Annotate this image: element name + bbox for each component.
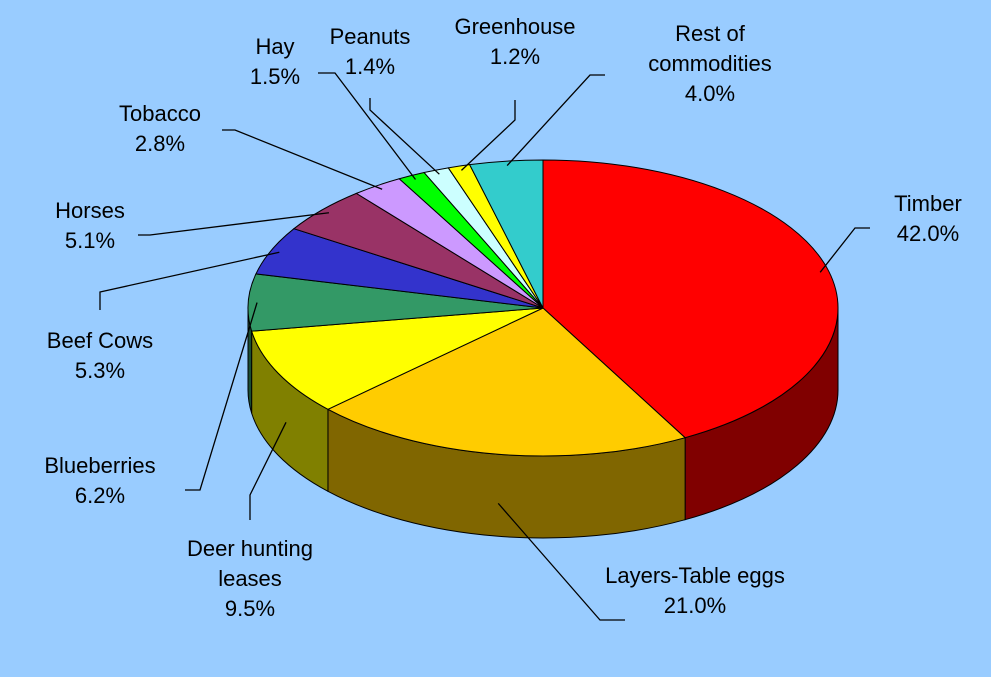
value-label: 42.0% xyxy=(897,221,959,246)
leader-line xyxy=(222,129,383,190)
leader-line xyxy=(506,74,605,167)
leader-line xyxy=(369,98,440,175)
leader-line xyxy=(99,251,280,310)
category-label-line: Layers-Table eggs xyxy=(605,563,785,588)
leader-line xyxy=(318,72,417,180)
category-label: Greenhouse xyxy=(454,14,575,39)
leader-line xyxy=(819,227,870,273)
value-label: 9.5% xyxy=(225,596,275,621)
leader-line xyxy=(460,100,516,171)
leader-line xyxy=(138,212,330,236)
category-label-line: commodities xyxy=(648,51,771,76)
category-label: Deer hunting leases xyxy=(187,536,313,591)
category-label-line: Hay xyxy=(255,34,294,59)
category-label: Tobacco xyxy=(119,101,201,126)
category-label-line: Timber xyxy=(894,191,962,216)
category-label: Rest of commodities xyxy=(648,21,771,76)
value-label: 1.2% xyxy=(490,44,540,69)
value-label: 4.0% xyxy=(685,81,735,106)
slice xyxy=(468,159,544,309)
category-label-line: Horses xyxy=(55,198,125,223)
value-label: 6.2% xyxy=(75,483,125,508)
category-label: Horses xyxy=(55,198,125,223)
category-label-line: Blueberries xyxy=(44,453,155,478)
value-label: 1.5% xyxy=(250,64,300,89)
category-label: Beef Cows xyxy=(47,328,153,353)
slice xyxy=(247,273,544,332)
category-label-line: Rest of xyxy=(675,21,746,46)
value-label: 5.3% xyxy=(75,358,125,383)
value-label: 5.1% xyxy=(65,228,115,253)
category-label-line: Greenhouse xyxy=(454,14,575,39)
slice xyxy=(326,307,687,457)
category-label-line: Peanuts xyxy=(330,24,411,49)
slice xyxy=(250,307,544,410)
category-label-line: Tobacco xyxy=(119,101,201,126)
category-label-line: leases xyxy=(218,566,282,591)
leader-line xyxy=(249,422,287,520)
category-label: Hay xyxy=(255,34,294,59)
category-label: Blueberries xyxy=(44,453,155,478)
value-label: 1.4% xyxy=(345,54,395,79)
value-label: 21.0% xyxy=(664,593,726,618)
category-label-line: Deer hunting xyxy=(187,536,313,561)
slice xyxy=(542,159,839,439)
value-label: 2.8% xyxy=(135,131,185,156)
category-label: Peanuts xyxy=(330,24,411,49)
category-label: Layers-Table eggs xyxy=(605,563,785,588)
category-label-line: Beef Cows xyxy=(47,328,153,353)
leader-line xyxy=(185,302,258,491)
category-label: Timber xyxy=(894,191,962,216)
leader-line xyxy=(497,502,625,621)
